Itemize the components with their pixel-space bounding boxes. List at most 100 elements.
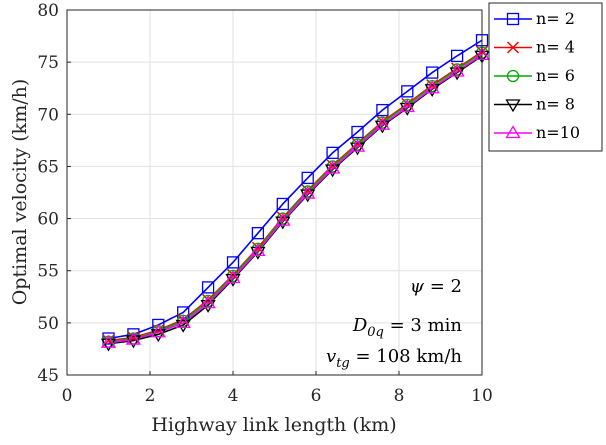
- legend-item: n= 8: [494, 95, 575, 114]
- y-tick-label: 50: [37, 314, 59, 334]
- data-point: [275, 212, 291, 226]
- series-lines: [108, 39, 483, 345]
- series-points-5: [100, 47, 490, 348]
- data-point: [300, 185, 316, 199]
- data-point: [177, 306, 190, 319]
- annotation-symbol: D: [352, 315, 368, 336]
- x-tick-label: 4: [228, 386, 239, 406]
- data-point: [100, 338, 117, 352]
- data-point: [324, 164, 341, 178]
- data-point: [351, 125, 364, 139]
- legend-marker: [506, 12, 520, 26]
- y-tick-label: 75: [37, 53, 59, 73]
- legend-label: n= 6: [536, 66, 575, 85]
- data-point: [175, 315, 191, 329]
- data-point: [150, 329, 166, 343]
- legend-label: n=10: [536, 123, 580, 142]
- data-point: [401, 85, 414, 98]
- data-point: [201, 281, 215, 294]
- annotation-subscript: tg: [336, 356, 350, 371]
- data-point: [300, 189, 316, 203]
- data-point: [449, 67, 465, 81]
- data-point: [175, 319, 191, 333]
- plot-area: [67, 10, 482, 375]
- x-tick-label: 8: [394, 386, 405, 406]
- data-point: [200, 299, 216, 313]
- data-point: [125, 335, 142, 349]
- data-point: [349, 142, 366, 156]
- legend-marker: [506, 69, 520, 83]
- y-tick-label: 60: [37, 210, 59, 230]
- legend: n= 2 n= 4 n= 6 n= 8 n=10: [488, 2, 603, 152]
- legend-marker: [505, 99, 521, 113]
- data-point: [376, 103, 389, 117]
- annotation-psi: ψ = 2: [410, 276, 462, 297]
- data-point: [250, 243, 266, 257]
- data-point: [250, 246, 266, 260]
- annotation-symbol: ψ: [410, 276, 425, 297]
- annotation-symbol: v: [326, 346, 336, 367]
- annotation-vtg: vtg = 108 km/h: [326, 346, 462, 371]
- y-axis-label: Optimal velocity (km/h): [9, 79, 31, 306]
- data-point: [226, 256, 240, 269]
- data-point: [326, 146, 339, 160]
- data-point: [275, 216, 291, 230]
- data-point: [150, 324, 166, 338]
- annotation-value: = 3 min: [384, 315, 463, 336]
- annotation-value: = 2: [424, 276, 462, 297]
- y-tick-label: 55: [37, 262, 59, 282]
- legend-marker: [505, 125, 521, 139]
- data-point: [349, 138, 366, 152]
- data-point: [324, 160, 341, 174]
- series-points-1: [102, 34, 489, 345]
- y-tick-label: 45: [37, 366, 59, 386]
- data-point: [426, 66, 439, 79]
- y-tick-label: 80: [37, 1, 59, 21]
- data-point: [449, 63, 465, 77]
- legend-item: n= 6: [494, 66, 575, 85]
- data-point: [200, 295, 216, 309]
- legend-label: n= 4: [536, 38, 575, 57]
- y-tick-label: 70: [37, 105, 59, 125]
- data-point: [374, 120, 391, 134]
- data-point: [424, 80, 440, 94]
- annotation-d0q: D0q = 3 min: [352, 315, 463, 340]
- legend-item: n=10: [494, 123, 580, 142]
- data-point: [225, 270, 241, 284]
- data-point: [100, 334, 117, 348]
- legend-item: n= 4: [494, 38, 575, 57]
- series-line-3: [108, 52, 483, 343]
- data-point: [127, 328, 140, 341]
- data-point: [399, 99, 415, 113]
- legend-item: n= 2: [494, 9, 575, 28]
- data-point: [374, 116, 391, 130]
- annotation-subscript: 0q: [367, 325, 384, 340]
- x-tick-label: 0: [62, 386, 73, 406]
- annotation-value: = 108 km/h: [350, 346, 463, 367]
- data-point: [450, 49, 464, 63]
- legend-label: n= 2: [536, 9, 575, 28]
- y-axis-ticks: 45 50 55 60 65 70 75 80: [37, 1, 71, 386]
- data-point: [399, 102, 415, 116]
- series-markers: [100, 34, 490, 352]
- data-point: [125, 331, 142, 345]
- plot-frame: [66, 9, 483, 376]
- x-axis-ticks: 0 2 4 6 8 10: [62, 371, 493, 406]
- data-point: [251, 227, 265, 240]
- legend-marker: [506, 41, 520, 54]
- series-line-1: [108, 39, 483, 340]
- x-tick-label: 6: [311, 386, 322, 406]
- data-point: [301, 171, 314, 185]
- legend-label: n= 8: [536, 95, 575, 114]
- data-point: [276, 197, 289, 211]
- series-line-5: [108, 54, 483, 344]
- x-tick-label: 2: [145, 386, 156, 406]
- annotations: ψ = 2 D0q = 3 min vtg = 108 km/h: [326, 276, 462, 371]
- data-point: [424, 84, 440, 98]
- x-axis-label: Highway link length (km): [151, 414, 396, 436]
- x-tick-label: 10: [471, 386, 493, 406]
- data-point: [225, 273, 241, 287]
- y-tick-label: 65: [37, 157, 59, 177]
- data-point: [102, 332, 115, 345]
